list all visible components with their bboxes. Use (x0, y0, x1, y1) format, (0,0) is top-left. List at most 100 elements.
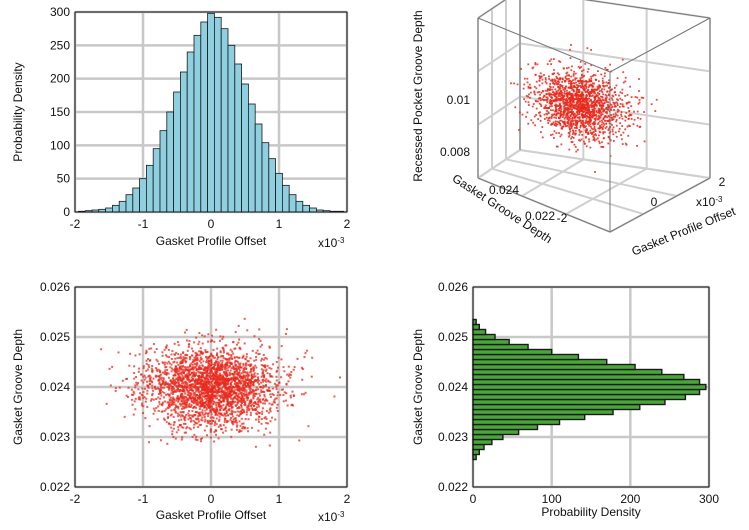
scatter-2d-point (182, 382, 185, 385)
scatter-2d-point (221, 374, 224, 377)
scatter-3d-point (654, 110, 657, 112)
scatter-3d-point (590, 119, 592, 122)
scatter-3d-point (563, 123, 566, 125)
scatter-2d-point (160, 378, 163, 381)
scatter-2d-point (185, 366, 188, 369)
scatter-2d-point (195, 403, 198, 406)
scatter-2d-point (151, 381, 154, 384)
scatter-3d-point (553, 82, 556, 85)
scatter-2d-point (301, 368, 304, 371)
scatter-2d-point (201, 375, 204, 378)
scatter-2d-point (128, 364, 131, 367)
scatter-3d-point (548, 107, 551, 110)
scatter-3d-point (572, 79, 574, 82)
scatter-2d-point (172, 393, 175, 396)
scatter-3d-point (579, 126, 582, 129)
scatter-2d-point (255, 409, 258, 412)
scatter-2d-point (187, 368, 190, 371)
scatter-2d-point (152, 377, 155, 380)
scatter-3d-point (559, 87, 562, 90)
scatter-2d-point (139, 344, 142, 347)
scatter-2d-point (181, 405, 184, 408)
scatter-2d-point (146, 405, 149, 408)
scatter-3d-point (606, 103, 609, 106)
histogram-depth-bar (472, 423, 539, 431)
scatter-3d-point (621, 99, 624, 101)
scatter-3d-point (562, 88, 565, 91)
scatter-3d-point (570, 127, 573, 130)
scatter-3d-point (557, 83, 560, 86)
scatter-2d-point (269, 410, 272, 413)
scatter-2d-point (247, 374, 250, 377)
scatter-2d-point (223, 368, 226, 371)
scatter-2d-point (173, 384, 176, 387)
scatter-2d-point (213, 431, 216, 434)
scatter-3d-point (605, 122, 608, 125)
scatter-2d-point (179, 360, 182, 363)
scatter-2d-point (198, 393, 201, 396)
scatter-2d-point (224, 379, 227, 382)
scatter-3d-point (572, 74, 575, 77)
scatter-2d-point (183, 431, 186, 434)
scatter-2d-point (250, 370, 253, 373)
scatter-2d-point (173, 387, 176, 390)
scatter-2d-point (215, 328, 218, 331)
histogram-depth-bar (472, 413, 586, 421)
histogram-offset-bar (200, 21, 209, 213)
scatter-3d-point (565, 99, 567, 102)
scatter-2d-point (238, 429, 241, 432)
scatter-3d-point (587, 123, 590, 125)
scatter-2d-point (234, 411, 237, 414)
scatter-3d-point (586, 132, 589, 135)
scatter-2d-point (210, 363, 213, 366)
scatter-3d-edge (584, 0, 711, 19)
scatter-3d-ytick: 0.022 (525, 209, 555, 223)
histogram-offset-bar (220, 28, 229, 213)
scatter-2d-point (134, 354, 137, 357)
scatter-2d-point (218, 406, 221, 409)
scatter-3d-point (554, 93, 557, 95)
scatter-2d-point (222, 351, 225, 354)
scatter-2d-point (207, 382, 210, 385)
scatter-2d-point (217, 382, 220, 385)
scatter-3d-point (571, 101, 574, 104)
histogram-depth-bar (472, 443, 485, 451)
scatter-3d-point (546, 107, 549, 110)
scatter-2d-point (239, 413, 242, 416)
scatter-2d-point (176, 405, 179, 408)
scatter-2d-point (210, 419, 213, 422)
scatter-3d-point (582, 108, 584, 110)
scatter-2d-point (198, 376, 201, 379)
scatter-2d-point (198, 350, 201, 353)
scatter-2d-point (211, 393, 214, 396)
scatter-2d-point (205, 403, 208, 406)
scatter-3d-point (559, 135, 562, 138)
scatter-2d-point (179, 415, 182, 418)
scatter-2d-point (190, 388, 193, 391)
scatter-3d-point (592, 123, 595, 126)
scatter-2d-point (246, 408, 249, 411)
scatter-2d-point (240, 406, 243, 409)
scatter-2d-point (180, 368, 183, 371)
scatter-3d-point (526, 111, 529, 114)
scatter-3d-point (622, 131, 625, 134)
scatter-2d-point (219, 350, 222, 353)
scatter-2d-point (194, 390, 197, 393)
scatter-2d-point (264, 398, 267, 401)
scatter-2d-point (233, 376, 236, 379)
scatter-3d-point (578, 98, 581, 101)
scatter-2d-point (216, 378, 219, 381)
scatter-3d-point (572, 97, 575, 100)
scatter-2d-point (199, 440, 202, 443)
scatter-2d-point (216, 410, 219, 413)
scatter-2d-point (166, 393, 169, 396)
scatter-2d-point (209, 416, 212, 419)
histogram-offset-bar (145, 164, 154, 213)
scatter-2d-point (246, 377, 249, 380)
scatter-3d-point (571, 113, 573, 116)
scatter-3d-point (613, 91, 616, 94)
scatter-3d-point (590, 64, 593, 67)
scatter-3d-point (607, 105, 610, 107)
scatter-3d-point (630, 118, 633, 120)
scatter-2d-point (142, 412, 145, 415)
